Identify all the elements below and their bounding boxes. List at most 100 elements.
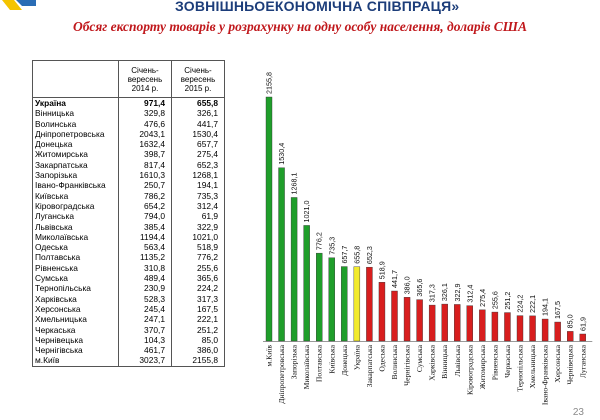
x-tick-label: Житомирська bbox=[478, 344, 487, 389]
x-tick-label: Чернігівська bbox=[403, 344, 412, 385]
value-2015-cell: 322,9 bbox=[171, 221, 225, 232]
bar-value-label: 326,1 bbox=[440, 283, 449, 301]
chart-subtitle: Обсяг експорту товарів у розрахунку на о… bbox=[73, 19, 527, 34]
x-tick-label: м.Київ bbox=[265, 345, 274, 367]
bar-value-label: 1268,1 bbox=[290, 172, 299, 194]
chart-bar bbox=[378, 282, 386, 342]
x-tick-label: Івано-Франківська bbox=[541, 344, 550, 405]
table-row: Івано-Франківська 250,7 194,1 bbox=[32, 180, 225, 191]
x-tick-label: Чернівецька bbox=[566, 344, 575, 384]
value-2015-cell: 441,7 bbox=[171, 118, 225, 129]
x-tick-label: Львівська bbox=[453, 344, 462, 376]
bar-value-label: 1021,0 bbox=[302, 200, 311, 222]
chart-bar bbox=[541, 318, 549, 342]
chart-bar bbox=[278, 167, 285, 342]
bar-value-label: 222,1 bbox=[528, 295, 537, 313]
x-tick-label: Вінницька bbox=[440, 344, 449, 378]
value-2015-cell: 326,1 bbox=[171, 108, 225, 119]
table-row: м.Київ 3023,7 2155,8 bbox=[32, 355, 225, 367]
bar-value-label: 317,3 bbox=[428, 284, 437, 302]
x-tick-label: Дніпропетровська bbox=[277, 344, 286, 403]
value-2015-cell: 61,9 bbox=[171, 211, 225, 222]
chart-bar bbox=[516, 315, 524, 342]
chart-bar bbox=[504, 312, 511, 342]
bar-value-label: 365,6 bbox=[415, 279, 424, 297]
bar-value-label: 657,7 bbox=[340, 246, 349, 264]
bar-value-label: 441,7 bbox=[390, 270, 399, 288]
table-row: Тернопільська 230,9 224,2 bbox=[32, 283, 225, 294]
chart-bar bbox=[403, 297, 411, 342]
export-table: Січень-вересень 2014 р. Січень-вересень … bbox=[32, 60, 225, 367]
bar-value-label: 655,8 bbox=[352, 246, 361, 264]
chart-bar bbox=[441, 303, 448, 342]
bar-value-label: 322,9 bbox=[453, 283, 462, 301]
table-row: Миколаївська 1194,4 1021,0 bbox=[32, 231, 225, 243]
bar-value-label: 312,4 bbox=[465, 285, 474, 303]
value-2015-cell: 167,5 bbox=[171, 303, 225, 315]
chart-bar bbox=[567, 331, 574, 342]
chart-bar bbox=[341, 266, 348, 342]
value-2015-cell: 222,1 bbox=[171, 314, 225, 325]
chart-bar bbox=[391, 290, 398, 342]
value-2015-cell: 255,6 bbox=[171, 262, 225, 274]
value-2015-cell: 655,8 bbox=[171, 97, 225, 109]
chart-bar bbox=[579, 333, 586, 342]
table-row: Кіровоградська 654,2 312,4 bbox=[32, 200, 225, 212]
table-header-2014: Січень-вересень 2014 р. bbox=[118, 60, 172, 98]
table-header-2015: Січень-вересень 2015 р. bbox=[171, 60, 225, 98]
table-row: Київська 786,2 735,3 bbox=[32, 190, 225, 201]
bar-value-label: 2155,8 bbox=[265, 72, 274, 94]
table-row: Запорізька 1610,3 1268,1 bbox=[32, 170, 225, 181]
chart-bar bbox=[428, 304, 436, 342]
table-row: Чернівецька 104,3 85,0 bbox=[32, 334, 225, 346]
chart-bar bbox=[303, 225, 310, 342]
chart-bar bbox=[454, 304, 461, 342]
x-tick-label: Черкаська bbox=[503, 344, 512, 377]
x-tick-label: Кіровоградська bbox=[465, 344, 474, 395]
chart-bar bbox=[529, 315, 536, 342]
table-row: Одеська 563,4 518,9 bbox=[32, 242, 225, 253]
x-tick-label: Київська bbox=[327, 344, 336, 373]
value-2015-cell: 1268,1 bbox=[171, 170, 225, 181]
page-number: 23 bbox=[572, 407, 584, 418]
table-row: Вінницька 329,8 326,1 bbox=[32, 108, 225, 119]
value-2015-cell: 1021,0 bbox=[171, 231, 225, 243]
table-row: Полтавська 1135,2 776,2 bbox=[32, 252, 225, 263]
table-row: Закарпатська 817,4 652,3 bbox=[32, 159, 225, 171]
value-2015-cell: 518,9 bbox=[171, 242, 225, 253]
logo-icon bbox=[2, 0, 36, 10]
x-tick-label: Закарпатська bbox=[365, 344, 374, 387]
table-row: Хмельницька 247,1 222,1 bbox=[32, 314, 225, 325]
table-row: Сумська 489,4 365,6 bbox=[32, 273, 225, 284]
chart-bar bbox=[479, 309, 486, 342]
x-tick-label: Луганська bbox=[578, 344, 587, 378]
bar-value-label: 167,5 bbox=[553, 301, 562, 319]
bar-value-label: 255,6 bbox=[490, 291, 499, 309]
table-row: Луганська 794,0 61,9 bbox=[32, 211, 225, 222]
page-title: ЗОВНІШНЬОЕКОНОМІЧНА СПІВПРАЦЯ» bbox=[175, 0, 460, 14]
x-tick-label: Донецька bbox=[340, 344, 349, 376]
table-header-region bbox=[32, 60, 119, 98]
value-2015-cell: 1530,4 bbox=[171, 128, 225, 140]
x-tick-label: Харківська bbox=[428, 344, 437, 380]
value-2015-cell: 657,7 bbox=[171, 139, 225, 150]
bar-value-label: 1530,4 bbox=[277, 143, 286, 165]
value-2015-cell: 275,4 bbox=[171, 149, 225, 160]
table-row: Чернігівська 461,7 386,0 bbox=[32, 345, 225, 356]
value-2015-cell: 312,4 bbox=[171, 200, 225, 212]
bar-value-label: 85,0 bbox=[566, 314, 575, 328]
x-tick-label: Сумська bbox=[415, 344, 424, 372]
x-tick-label: Хмельницька bbox=[528, 344, 537, 388]
value-2015-cell: 386,0 bbox=[171, 345, 225, 356]
x-tick-label: Миколаївська bbox=[302, 344, 311, 389]
table-row: Херсонська 245,4 167,5 bbox=[32, 303, 225, 315]
bar-value-label: 251,2 bbox=[503, 292, 512, 310]
value-2015-cell: 85,0 bbox=[171, 334, 225, 346]
bar-value-label: 275,4 bbox=[478, 289, 487, 307]
x-tick-label: Волинська bbox=[390, 344, 399, 379]
table-row: Львівська 385,4 322,9 bbox=[32, 221, 225, 232]
value-2015-cell: 652,3 bbox=[171, 159, 225, 171]
bar-value-label: 224,2 bbox=[516, 295, 525, 313]
